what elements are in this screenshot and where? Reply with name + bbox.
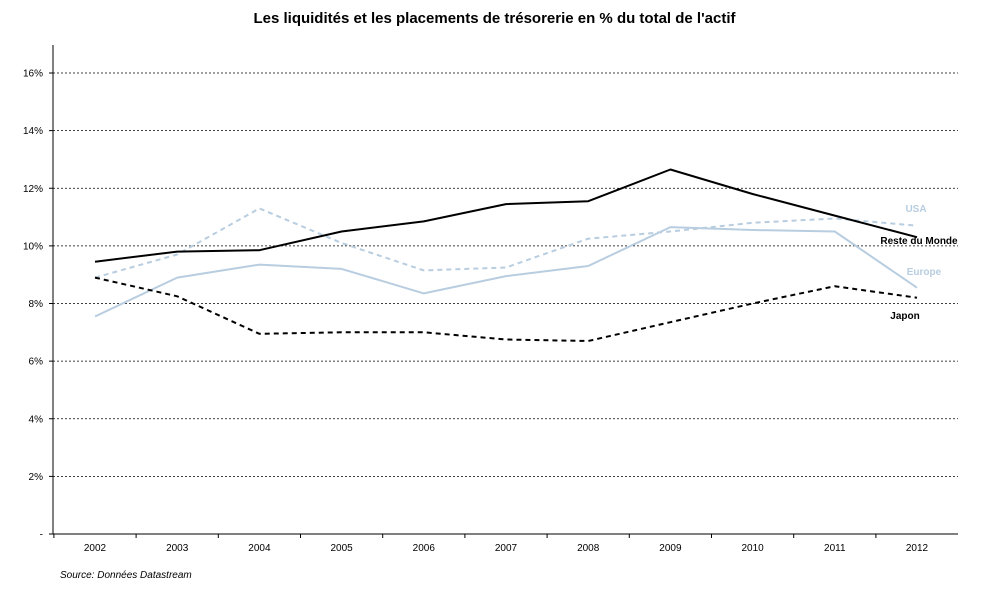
x-tick-label: 2004 <box>248 543 271 554</box>
x-tick-label: 2007 <box>495 543 518 554</box>
y-tick-label: 4% <box>29 414 44 425</box>
series-label-europe: Europe <box>907 267 942 278</box>
x-tick-label: 2008 <box>577 543 600 554</box>
series-label-reste-du-monde: Reste du Monde <box>880 236 958 247</box>
y-tick-label: 8% <box>29 299 44 310</box>
y-tick-label: 10% <box>23 241 43 252</box>
axes: - 2% 4% 6% 8% 10% 12% 14% 16% 2002 2003 2004 2005 200… <box>23 45 958 554</box>
y-tick-label: 14% <box>23 126 43 137</box>
series-line-europe <box>94 226 918 318</box>
x-tick-label: 2003 <box>166 543 189 554</box>
y-tick-label: - <box>40 530 43 541</box>
series-label-japon: Japon <box>890 311 919 322</box>
y-tick-label: 16% <box>23 69 43 80</box>
series-label-usa: USA <box>905 204 926 215</box>
chart-title: Les liquidités et les placements de trés… <box>253 10 736 27</box>
series-line-japon <box>94 276 918 342</box>
x-tick-label: 2005 <box>330 543 353 554</box>
y-tick-label: 2% <box>29 472 44 483</box>
x-tick-label: 2002 <box>84 543 107 554</box>
y-tick-label: 12% <box>23 184 43 195</box>
x-tick-label: 2011 <box>824 543 846 554</box>
x-tick-label: 2009 <box>659 543 682 554</box>
series-lines <box>94 168 918 342</box>
x-tick-label: 2006 <box>413 543 436 554</box>
x-tick-label: 2012 <box>906 543 929 554</box>
source-note: Source: Données Datastream <box>60 570 192 581</box>
x-tick-label: 2010 <box>741 543 764 554</box>
y-tick-label: 6% <box>29 357 44 368</box>
series-line-usa <box>94 207 918 279</box>
gridlines <box>53 72 958 477</box>
series-labels: USA Reste du Monde Europe Japon <box>880 204 958 322</box>
series-line-reste-du-monde <box>94 168 918 263</box>
